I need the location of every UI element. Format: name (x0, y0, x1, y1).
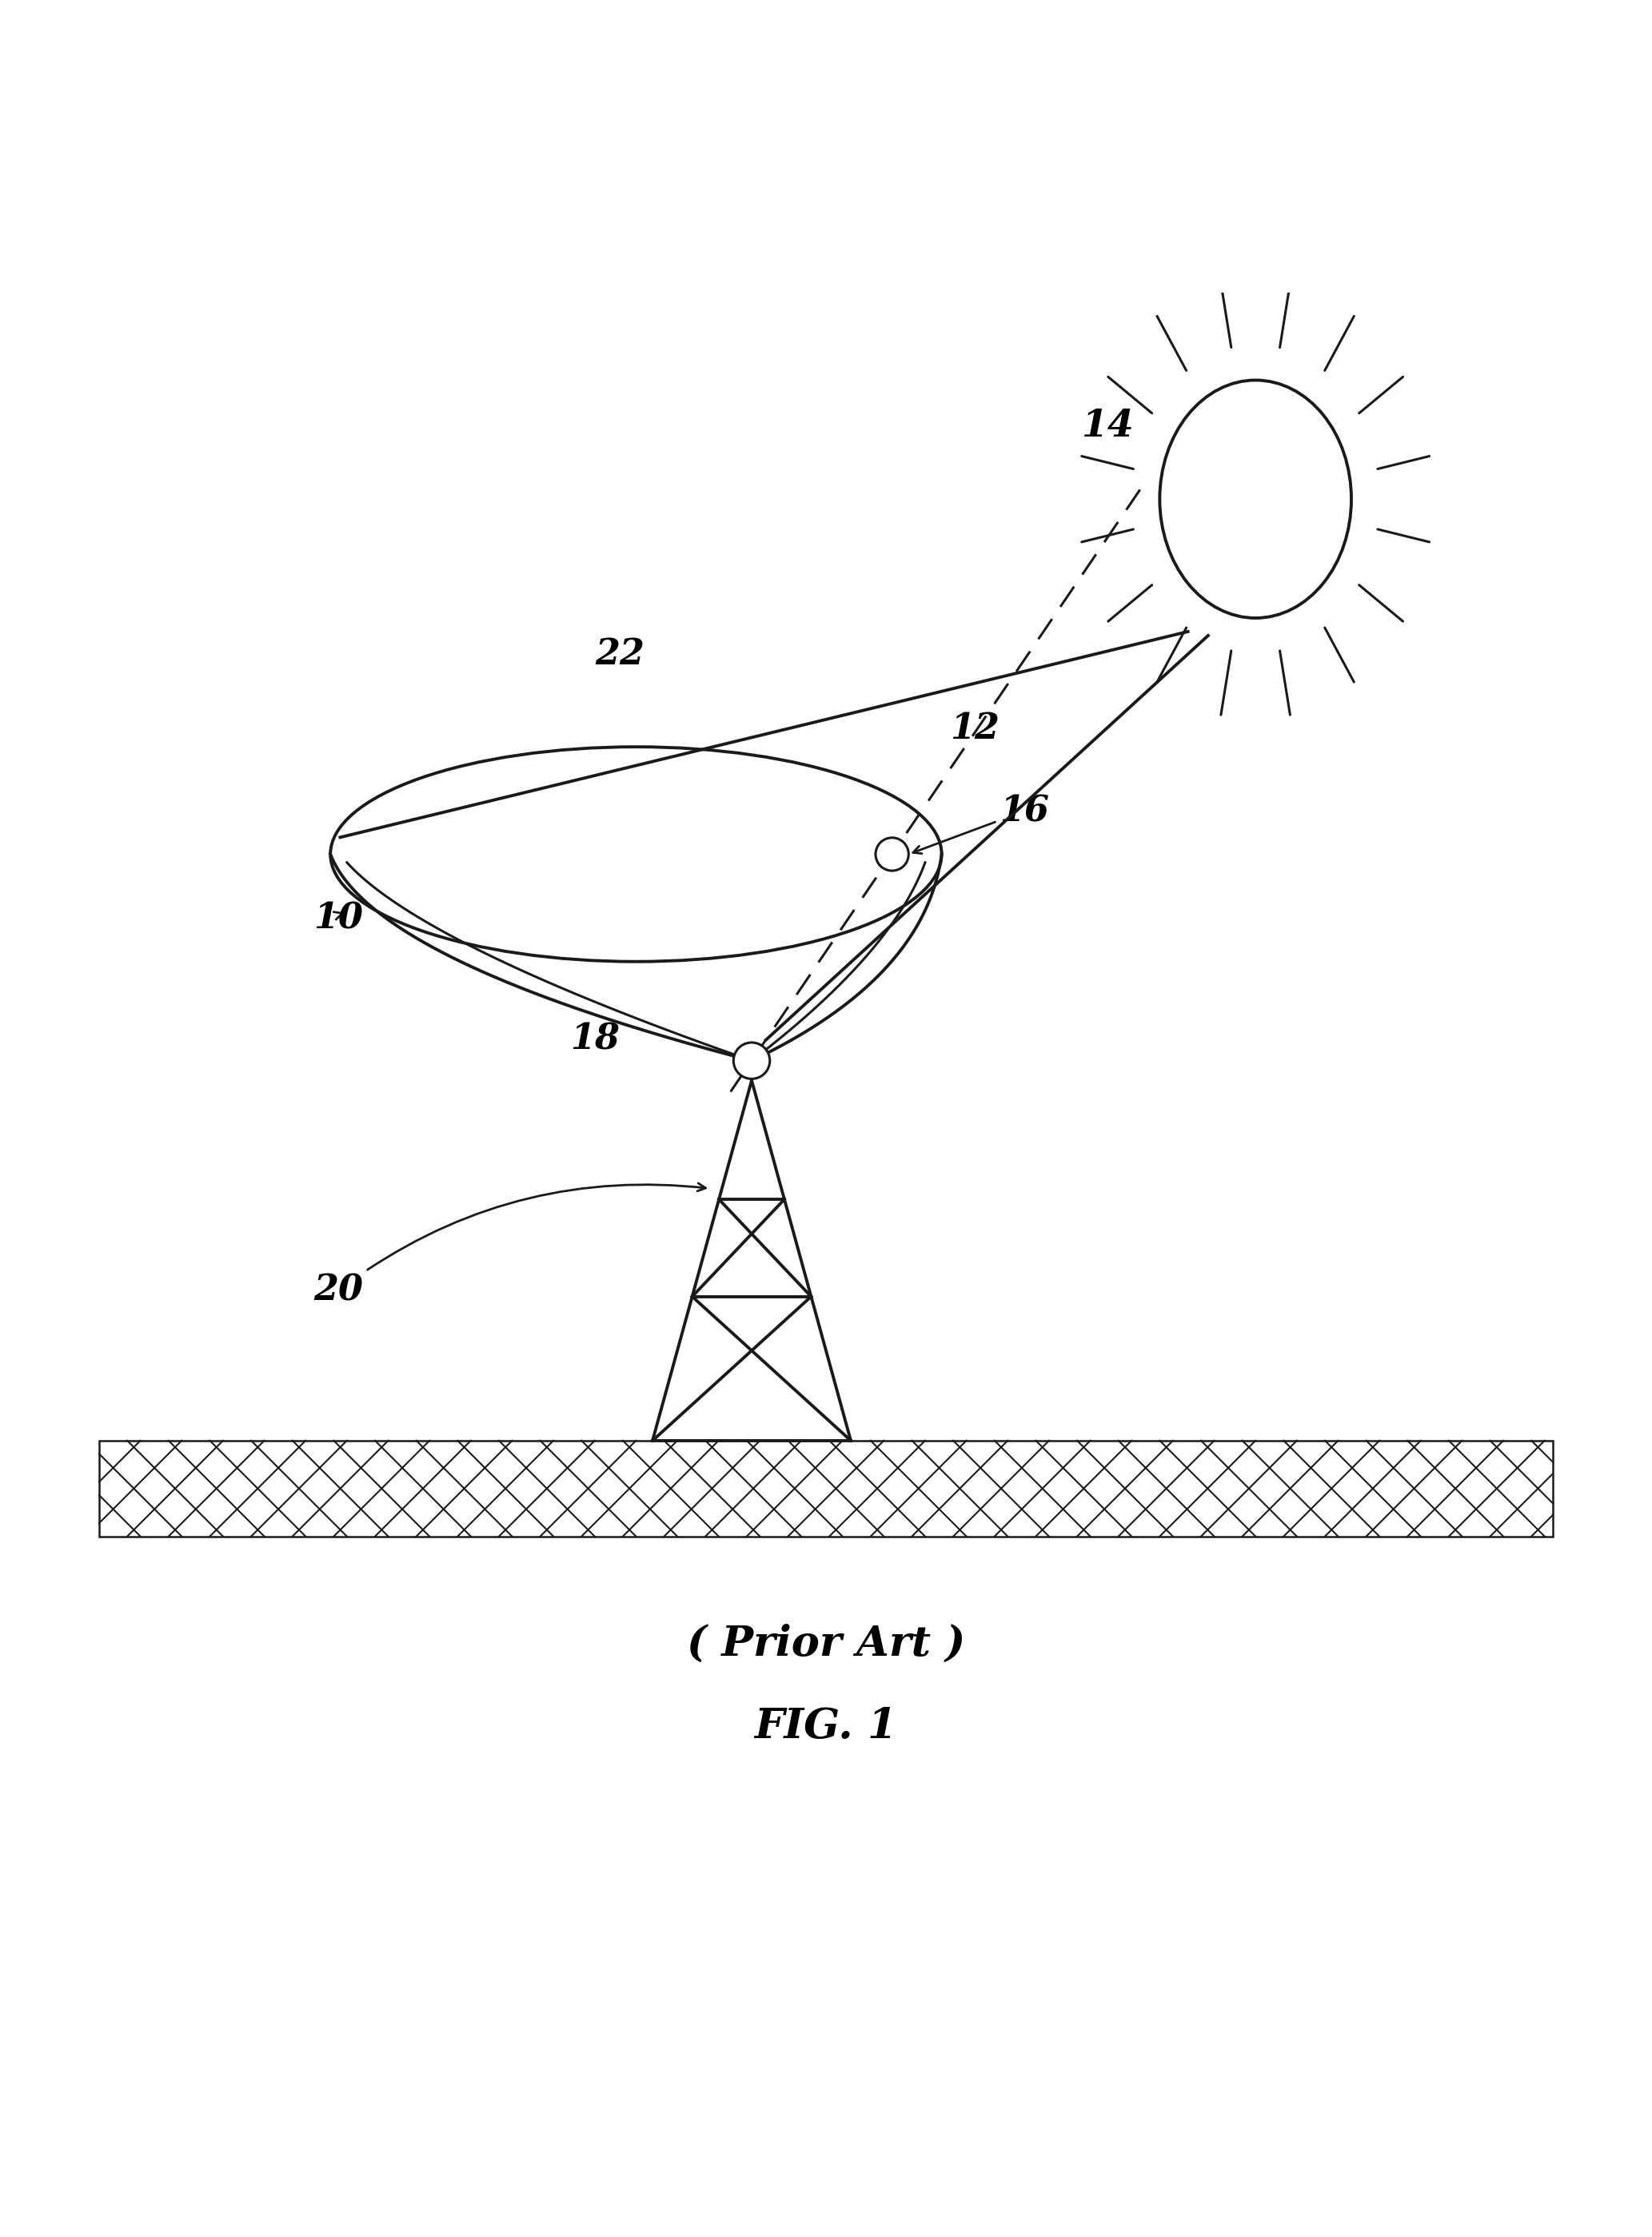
Text: 22: 22 (595, 638, 644, 671)
Text: 16: 16 (914, 794, 1049, 855)
Circle shape (876, 837, 909, 870)
Text: FIG. 1: FIG. 1 (755, 1707, 897, 1747)
Ellipse shape (1160, 380, 1351, 617)
Circle shape (733, 1042, 770, 1078)
Text: 10: 10 (314, 902, 363, 935)
Text: 18: 18 (570, 1022, 620, 1056)
Text: 14: 14 (1082, 407, 1135, 445)
Text: 20: 20 (314, 1183, 705, 1306)
Bar (99, 1441, 1553, 1537)
Text: 12: 12 (950, 711, 999, 745)
Text: ( Prior Art ): ( Prior Art ) (687, 1624, 965, 1664)
